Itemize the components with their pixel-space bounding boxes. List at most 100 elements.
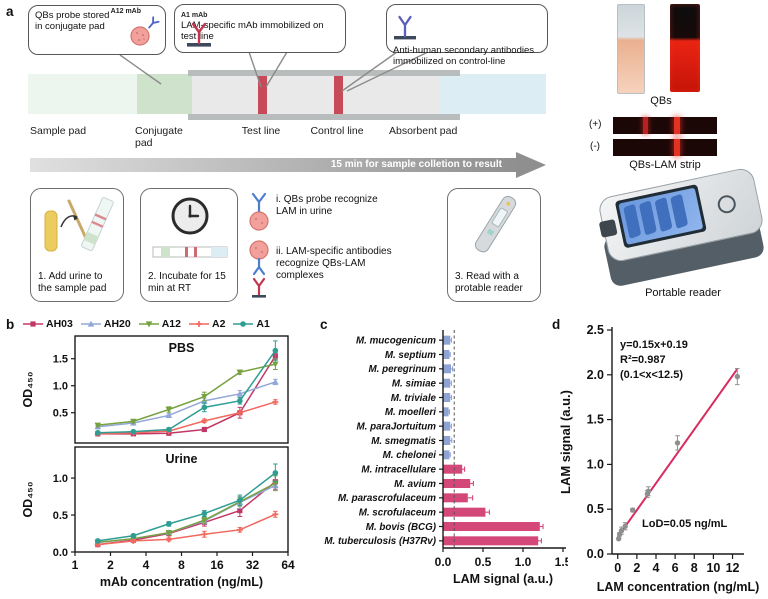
- sample-pad: [28, 74, 137, 114]
- category-label: M. triviale: [391, 393, 437, 404]
- qbs-cuvette-daylight: [617, 4, 645, 94]
- marker: [94, 429, 101, 436]
- arrow-text: 15 min for sample colletion to result: [330, 159, 502, 170]
- marker: [201, 404, 208, 411]
- data-point: [615, 536, 622, 542]
- legend-item-AH03: AH03: [22, 318, 73, 330]
- y-tick-label: 0.5: [53, 510, 68, 522]
- series-line-A12: [97, 482, 276, 544]
- lod-annotation: LoD=0.05 ng/mL: [642, 518, 728, 530]
- marker: [145, 321, 153, 328]
- category-label: M. smegmatis: [371, 436, 436, 447]
- marker: [166, 426, 172, 433]
- data-point: [618, 528, 625, 534]
- x-tick-label: 1: [72, 558, 79, 572]
- bar-5: [443, 407, 449, 417]
- blue-antibody-icon: [394, 15, 416, 40]
- x-tick-label: 64: [281, 558, 295, 572]
- marker: [165, 530, 173, 537]
- data-point: [734, 373, 741, 380]
- bar-12: [443, 507, 486, 517]
- data-point: [629, 507, 636, 513]
- legend-item-A12: A12: [138, 318, 181, 330]
- marker: [272, 361, 279, 368]
- x-tick-label: 4: [653, 561, 660, 575]
- reader-menu-button: [623, 203, 642, 239]
- plot-box: [74, 335, 289, 444]
- marker: [165, 406, 173, 413]
- strip-backing-bottom: [188, 114, 460, 120]
- y-axis-label: OD₄₅₀: [21, 371, 35, 407]
- marker: [87, 320, 95, 327]
- bar-1: [443, 350, 450, 359]
- qbs-caption: QBs: [650, 95, 672, 107]
- reader-menu-button: [654, 196, 673, 233]
- series-line-A2: [97, 513, 276, 546]
- x-tick-label: 4: [143, 558, 150, 572]
- timeline-arrow: 15 min for sample colletion to result: [30, 152, 546, 178]
- pbs-urine-line-chart: PBS 0.5 1.0 1.5 OD₄₅₀ Urine 0.0 0.5 1.0 OD₄₅₀ 1 2 4 8…: [21, 335, 295, 589]
- reader-menu-button: [670, 193, 689, 230]
- category-label: M. moelleri: [385, 407, 436, 418]
- panel-a-label: a: [6, 4, 14, 19]
- legend-item-A2: A2: [188, 318, 225, 330]
- absorbent-pad: [440, 74, 546, 114]
- panel-b-legend: AH03 AH20 A12 A2 A1: [22, 318, 270, 330]
- portable-reader-photo: [596, 166, 768, 288]
- reader-screen: [614, 184, 707, 249]
- callout-qbs-probe-tag: A12 mAb: [110, 8, 141, 15]
- category-label: M. peregrinum: [369, 364, 437, 375]
- series-line-A1: [97, 472, 276, 542]
- series-line-A1: [97, 350, 276, 434]
- series-line-AH03: [97, 355, 276, 435]
- positive-control-line: [674, 117, 680, 134]
- y-tick-label: 1.0: [587, 457, 604, 471]
- category-label: M. parascrofulaceum: [338, 493, 436, 504]
- x-tick-label: 0.5: [475, 555, 492, 569]
- category-label: M. avium: [394, 479, 436, 490]
- y-tick-label: 2.5: [587, 323, 604, 337]
- marker: [237, 497, 243, 504]
- mechanism-ii-text: ii. LAM-specific antibodies recognize QB…: [276, 246, 392, 281]
- marker: [237, 507, 243, 514]
- legend-label: A2: [211, 318, 226, 330]
- step2-box: 2. Incubate for 15 min at RT: [140, 188, 238, 302]
- marker: [240, 321, 247, 327]
- arrow-shaft: [30, 158, 518, 172]
- legend-item-AH20: AH20: [80, 318, 131, 330]
- step2-clock-strip-icon: [152, 197, 228, 258]
- marker: [130, 418, 137, 425]
- category-label: M. mucogenicum: [356, 336, 436, 347]
- callout-test-line: A1 mAb LAM-specific mAb immobilized on t…: [174, 4, 346, 53]
- y-tick-label: 0.5: [53, 408, 68, 420]
- fit-annotation: y=0.15x+0.19: [620, 339, 688, 351]
- reader-display: [618, 187, 704, 245]
- subplot-title: Urine: [166, 452, 198, 466]
- bar-4: [443, 393, 451, 402]
- x-tick-label: 12: [726, 561, 740, 575]
- x-tick-label: 0.0: [435, 555, 452, 569]
- y-tick-label: 0.0: [53, 547, 68, 559]
- y-tick-label: 1.5: [53, 353, 68, 365]
- absorbent-pad-label: Absorbent pad: [389, 125, 458, 137]
- red-antibody-icon: [187, 22, 211, 47]
- legend-item-A1: A1: [232, 318, 270, 330]
- marker: [201, 510, 208, 517]
- conjugate-pad-label: Conjugate pad: [135, 125, 183, 149]
- marker: [30, 321, 36, 327]
- category-label: M. simiae: [392, 379, 437, 390]
- x-tick-label: 32: [246, 558, 260, 572]
- marker: [94, 538, 101, 544]
- control-line: [334, 76, 343, 114]
- panel-d-label: d: [552, 317, 561, 332]
- bar-8: [443, 450, 450, 460]
- panel-c-label: c: [320, 317, 328, 332]
- negative-control-line: [674, 139, 680, 156]
- bar-7: [443, 436, 451, 445]
- x-axis-label: mAb concentration (ng/mL): [100, 575, 263, 589]
- step1-urine-tube-icon: [44, 197, 114, 252]
- marker: [272, 378, 279, 385]
- fit-annotation: R²=0.987: [620, 354, 666, 366]
- step3-box: 3. Read with a protable reader: [447, 188, 541, 302]
